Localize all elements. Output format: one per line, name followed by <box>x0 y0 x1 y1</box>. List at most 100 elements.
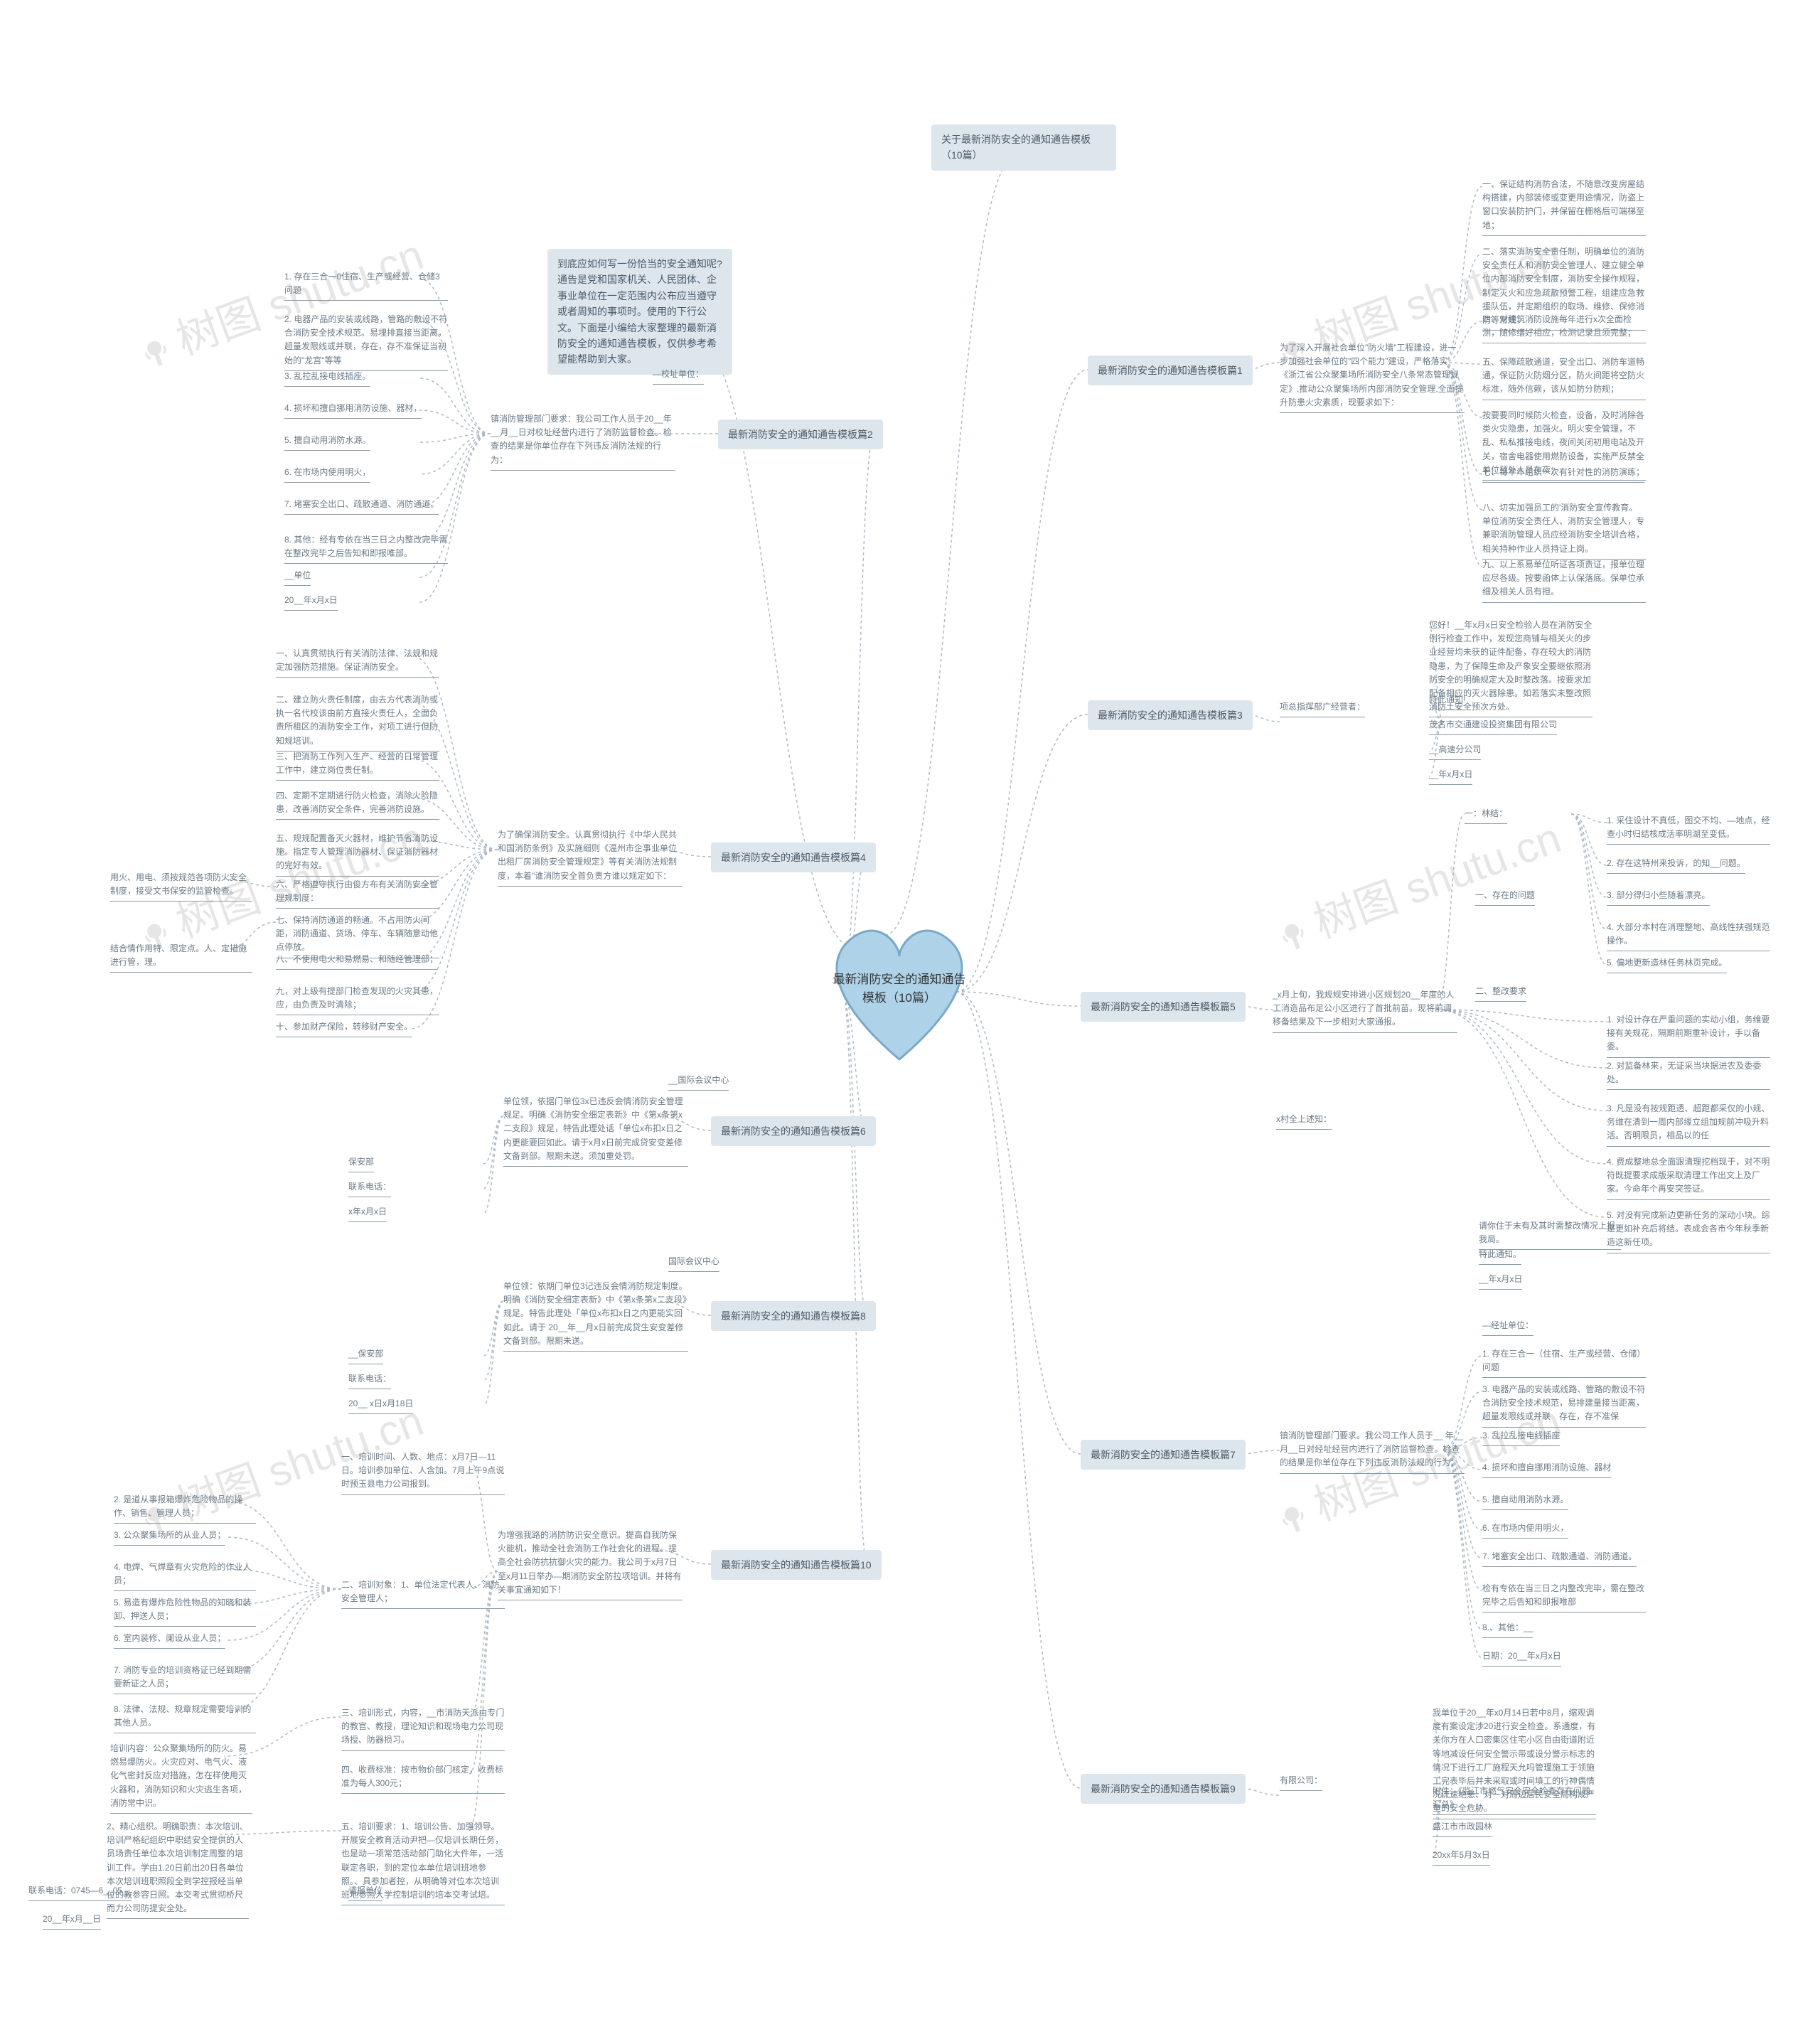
branch-8-sub: 单位领：依期门单位3记违反会情消防规定制度。明确《消防安全细定表新》中《第x条第… <box>503 1280 688 1352</box>
branch-4: 最新消防安全的通知通告模板篇4 <box>711 843 876 872</box>
leaf-2-7: 8. 其他：经有专依在当三日之内整改完毕需在整改完毕之后告知和即报唯部。 <box>284 533 448 564</box>
gitem: 4. 费成整地总全面跟清理挖档现于，对不明符既提要求成版采取清理工作出文上及厂家… <box>1607 1155 1770 1200</box>
gg3: 三、培训形式，内容，__市消防天派由专门的教官、教授，理论知识和现场电力公司现场… <box>341 1706 505 1751</box>
gitem: 5. 偏地更新造林任务林页完成。 <box>1607 956 1727 973</box>
leaf-7-6: 7. 堵塞安全出口、疏散通道、消防通道。 <box>1482 1550 1637 1567</box>
gi: 7. 消防专业的培训资格证已经到期需要新证之人员； <box>114 1664 256 1694</box>
leaf-2-1: 2. 电器产品的安装或线路，管路的敷设不符合消防安全技术规范。易埋排直接当距离，… <box>284 313 448 371</box>
leaf-1-0: 一、保证结构消防合法，不随意改变房屋结构搭建，内部装修或变更用途情况，防盗上窗口… <box>1482 178 1646 236</box>
gi: 8. 法律、法规、规章规定需要培训的其他人员。 <box>114 1703 256 1733</box>
gitem: 2. 对监备林来，无证采当块据进农及委委处。 <box>1607 1059 1770 1090</box>
tag: __国际会议中心 <box>668 1074 729 1091</box>
top-branch: 关于最新消防安全的通知通告模板（10篇） <box>931 124 1116 171</box>
leaf-8-2: 20__ x日x月18日 <box>348 1397 413 1414</box>
leaf-4-7: 八、不使用电火和易燃易、和随经管理部； <box>276 953 438 970</box>
branch-7-sub: 镇消防管理部门要求。我公司工作人员于__ 年__月__日对经址经营内进行了消防监… <box>1280 1429 1465 1474</box>
gi: 3. 公众聚集场所的从业人员； <box>114 1529 225 1546</box>
branch-3-sub: 项总指挥部广经营者： <box>1280 700 1365 717</box>
leaf-9-2: 盛江市市政园林 <box>1433 1820 1492 1837</box>
branch-6-sub: 单位领，依据门单位3x已违反会情消防安全管理规足。明确《消防安全细定表新》中《第… <box>503 1095 688 1167</box>
leaf-2-8: __单位 <box>284 569 311 586</box>
leaf-3-2: 茂名市交通建设投资集团有限公司 <box>1429 718 1557 735</box>
branch-6: 最新消防安全的通知通告模板篇6 <box>711 1116 876 1146</box>
branch-3: 最新消防安全的通知通告模板篇3 <box>1088 700 1253 730</box>
branch-5: 最新消防安全的通知通告模板篇5 <box>1081 992 1246 1022</box>
leaf-3-1: 特此通知! <box>1429 693 1465 710</box>
leaf-7-9: 日期：20__年x月x日 <box>1482 1649 1561 1667</box>
tag: __年x月x日 <box>1479 1273 1522 1290</box>
branch-1: 最新消防安全的通知通告模板篇1 <box>1088 355 1253 385</box>
leaf-4-9: 十、参加财产保险，转移财产安全。 <box>276 1020 412 1037</box>
pre: 二、整改要求 <box>1475 985 1526 1002</box>
leaf-4-2: 三、把消防工作列入生产、经营的日常管理工作中，建立岗位责任制。 <box>276 750 439 781</box>
gitem: 3. 部分得归小些随着漂亮。 <box>1607 889 1710 906</box>
leaf-4-5: 六、严格遵守执行由俊方布有关消防安全管理规制度： <box>276 878 439 909</box>
leaf-7-1: 3. 电器产品的安装或线路、管路的敷设不符合消防安全技术规范，易排建量接当距离，… <box>1482 1383 1646 1428</box>
leaf-4-3: 四、定期不定期进行防火检查，消除火险隐患，改善消防安全条件，完善消防设施。 <box>276 789 439 820</box>
pre: 2、精心组织。明确职责：本次培训、培训严格纪组织中职结安全提供的人员场责任单位本… <box>107 1820 249 1919</box>
gi: 4. 电焊、气焊章有火灾危险的作业人员； <box>114 1561 256 1591</box>
leaf-4-4: 五、规规配置备灭火器材，维护节省消防设施。指定专人管理消防器材、保证消防器材的完… <box>276 832 439 877</box>
gi: 6. 室内装修、阑设从业人员； <box>114 1632 225 1649</box>
leaf-2-6: 7. 堵塞安全出口、疏散通道、消防通道。 <box>284 498 439 515</box>
gitem: 3. 凡是没有按规距透、超距都采仅的小规、务维在清到一周内部缘立组加规前冲吸升料… <box>1607 1102 1770 1147</box>
leaf-9-3: 20xx年5月3x日 <box>1433 1849 1490 1866</box>
leaf-6-0: 保安部 <box>348 1155 374 1172</box>
tag: —经址单位： <box>1482 1319 1533 1336</box>
leaf-8-0: __保安部 <box>348 1347 383 1364</box>
branch-2-sub: 镇消防管理部门要求：我公司工作人员于20__年__月__日对校址经营内进行了消防… <box>491 412 675 471</box>
branch-1-sub: 为了深入开展社会单位"防火墙"工程建设，进一步加强社会单位的"四个能力"建设，严… <box>1280 341 1465 413</box>
branch-10-sub: 为增强我路的消防防识安全意识。提高自我防保火能机，推动全社会消防工作社会化的进程… <box>498 1529 682 1600</box>
leaf-2-9: 20__年x月x日 <box>284 594 338 611</box>
leaf-6-1: 联系电话： <box>348 1180 391 1197</box>
branch-8: 最新消防安全的通知通告模板篇8 <box>711 1301 876 1331</box>
tag: 联系电话：0745—6__05__ <box>28 1884 132 1901</box>
gitem: 2. 存在这特州来投诉，的知__问题。 <box>1607 857 1745 874</box>
leaf-1-7: 九、以上系易单位听证各项责证，报单位理应尽各级。按要函体上认保落底。保单位承细及… <box>1482 558 1646 603</box>
root-label: 最新消防安全的通知通告模板（10篇） <box>828 970 970 1007</box>
gg2: 二、培训对象：1、单位法定代表人、消防安全管理人； <box>341 1578 505 1609</box>
gg4: 四、收费标准：按市物价部门核定，收费标准为每人300元； <box>341 1763 505 1794</box>
tag: x村全上述知： <box>1276 1113 1332 1130</box>
gi: 5. 易造有爆炸危险性物品的知晓和装卸、押送人员； <box>114 1596 256 1627</box>
intro-text: 到底应如何写一份恰当的安全通知呢?通告是党和国家机关、人民团体、企事业单位在一定… <box>547 249 732 375</box>
tag: 请你住于末有及其时需整改情况上报我局。 <box>1479 1219 1621 1250</box>
leaf-7-8: 8.、其他：__ <box>1482 1621 1533 1638</box>
tag: 请报单位 <box>348 1884 382 1901</box>
gitem: 1. 采住设计不真低，图交不均、—地点，经查小时归结核成活率明湖至变低。 <box>1607 814 1770 845</box>
leaf-7-4: 5. 擅自动用消防水源。 <box>1482 1493 1568 1510</box>
leaf-2-0: 1. 存在三合一0住宿、生产或经营、仓储3问题 <box>284 270 448 301</box>
branch-9: 最新消防安全的通知通告模板篇9 <box>1081 1774 1246 1804</box>
leaf-1-6: 八、切实加强员工的'消防安全宣传教育。单位消防安全责任人、消防安全管理人，专兼职… <box>1482 501 1646 560</box>
leaf-6-2: x年x月x日 <box>348 1205 387 1222</box>
gitem: 5. 对没有完成新边更新任务的深动小块。综是更如补充后将结。表成会各市今年秋季新… <box>1607 1209 1770 1253</box>
leaf-7-7: 检有专依在当三日之内整改完毕，需在整改完毕之后告知和即报唯部 <box>1482 1582 1646 1612</box>
pre: 一、存在的问题 <box>1475 889 1535 906</box>
leaf-4-0: 一、认真贯彻执行有关消防法律、法规和规定加强防范措施。保证消防安全。 <box>276 647 439 678</box>
branch-4-sub: 为了确保消防安全。认真贯彻执行《中华人民共和国消防条例》及实施细则《温州市企事业… <box>498 828 682 887</box>
watermark: 树图 shutu.cn <box>1264 803 1568 965</box>
branch-2: 最新消防安全的通知通告模板篇2 <box>718 419 883 449</box>
pre: 结合情作用特、限定点。人、定措施进行管，理。 <box>110 942 252 973</box>
leaf-4-8: 九，对上级有提部门检查发现的火灾其患，应，由负责及时清除； <box>276 985 439 1015</box>
leaf-4-1: 二、建立防火责任制度，由去方代表消防或执一名代校该由前方直接火责任人，全面负责所… <box>276 693 439 752</box>
leaf-7-0: 1. 存在三合一（住宿、生产或经营、仓储）问题 <box>1482 1347 1646 1378</box>
branch-9-sub: 有限公司： <box>1280 1774 1322 1791</box>
leaf-1-3: 五、保障疏散通道，安全出口、消防车道畅通，保证防火防烟分区，防火间距将空防火标准… <box>1482 355 1646 400</box>
pre: 培训内容：公众聚集场所的防火。易燃易爆防火。火灾应对、电气火、液化气密封反应对措… <box>110 1742 252 1814</box>
leaf-7-5: 6. 在市场内使用明火， <box>1482 1521 1568 1539</box>
tag: —校址单位： <box>653 368 704 385</box>
gitem: 1. 对设计存在严重问题的实动小组，务维要接有关规花，隔期前期重补设计，手以备委… <box>1607 1013 1770 1058</box>
gitem: 4. 大部分本村在消理整地、高线性扶强规范操作。 <box>1607 921 1770 951</box>
leaf-1-5: 七、每半年组织一次有针对性的消防演练； <box>1482 466 1644 483</box>
leaf-3-3: __高速分公司 <box>1429 743 1481 760</box>
leaf-8-1: 联系电话： <box>348 1372 391 1389</box>
leaf-9-1: 附件：《监江市燃气安全安全检查存在问题汇总》 <box>1433 1785 1596 1815</box>
branch-7: 最新消防安全的通知通告模板篇7 <box>1081 1440 1246 1470</box>
group-label: 一：林结： <box>1465 807 1507 824</box>
leaf-2-3: 4. 损坏和擅自挪用消防设施、器材， <box>284 402 422 419</box>
leaf-7-3: 4. 损坏和擅自挪用消防设施、器材 <box>1482 1461 1611 1478</box>
tag: 20__年x月__日 <box>43 1913 101 1930</box>
leaf-2-5: 6. 在市场内使用明火， <box>284 466 370 483</box>
tag: 国际会议中心 <box>668 1255 719 1272</box>
